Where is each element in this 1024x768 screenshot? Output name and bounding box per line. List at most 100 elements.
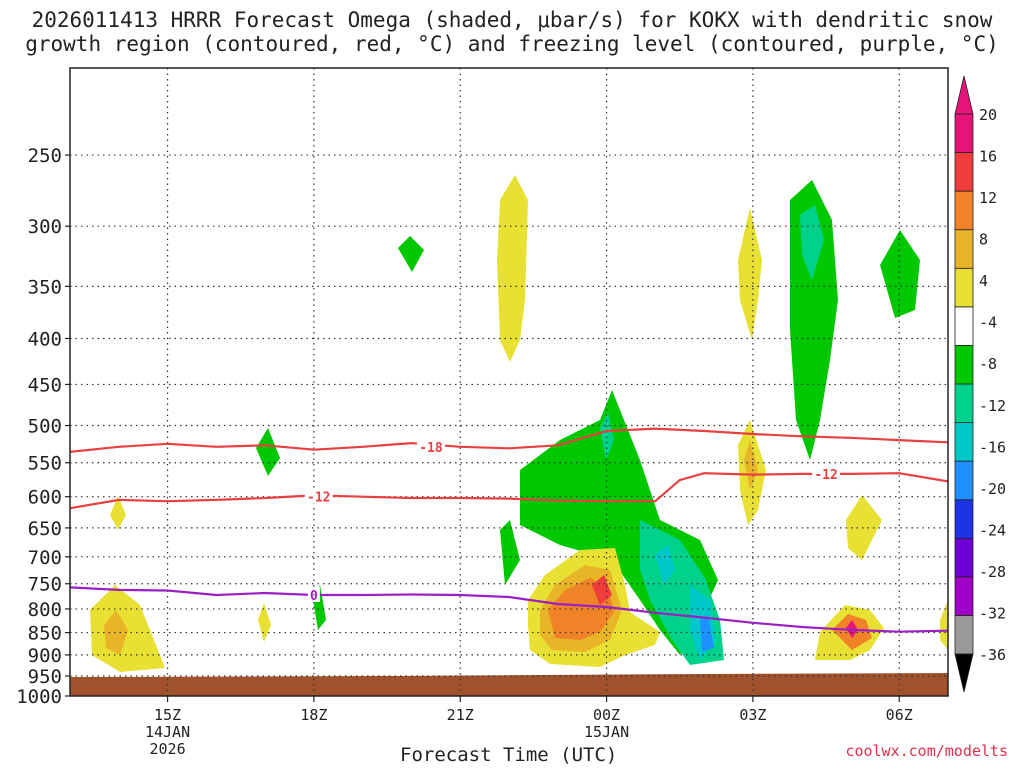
x-tick-label: 18Z bbox=[300, 706, 327, 724]
descent-mid-strip bbox=[738, 208, 762, 340]
omega-upper-b-core bbox=[398, 236, 424, 272]
omega-lower-darkblue bbox=[700, 615, 714, 652]
x-tick-label: 21Z bbox=[447, 706, 474, 724]
colorbar-label: -20 bbox=[979, 480, 1006, 498]
y-tick-label: 550 bbox=[28, 453, 62, 475]
omega-lower-cyan-a bbox=[600, 412, 614, 460]
isotherm-label-bg bbox=[304, 488, 333, 504]
surface-ground bbox=[70, 673, 948, 696]
y-tick-label: 500 bbox=[28, 416, 62, 438]
colorbar-label: 8 bbox=[979, 231, 988, 249]
y-tick-label: 800 bbox=[28, 599, 62, 621]
omega-right-teal2 bbox=[880, 230, 920, 318]
x-tick-label: 03Z bbox=[739, 706, 766, 724]
colorbar-label: -8 bbox=[979, 355, 997, 373]
colorbar-label: -32 bbox=[979, 604, 1006, 622]
chart-title-line2: growth region (contoured, red, °C) and f… bbox=[25, 32, 999, 56]
y-tick-label: 700 bbox=[28, 547, 62, 569]
colorbar-segment bbox=[954, 537, 974, 578]
isotherm-label: -12 bbox=[814, 468, 837, 483]
colorbar-label: -28 bbox=[979, 563, 1006, 581]
isotherm--12 bbox=[70, 472, 948, 510]
colorbar-segment bbox=[954, 152, 974, 192]
colorbar: 20 16 12 8 4 -4 -8 -12 -16 -20 -24 -28 -32 -36 bbox=[954, 75, 1006, 693]
colorbar-segment bbox=[954, 306, 974, 346]
isotherm-label-bg bbox=[307, 587, 320, 603]
colorbar-over-arrow bbox=[954, 75, 974, 115]
descent-left-yellow bbox=[90, 585, 165, 672]
colorbar-segment bbox=[954, 345, 974, 385]
colorbar-segment bbox=[954, 113, 974, 153]
y-tick-label: 350 bbox=[28, 276, 62, 298]
isotherm-label-bg bbox=[416, 438, 445, 454]
omega-far-right-small bbox=[875, 560, 920, 640]
omega-top-right-small bbox=[682, 185, 716, 270]
omega-lower-big-teal2 bbox=[500, 520, 520, 585]
colorbar-segment bbox=[954, 615, 974, 655]
y-tick-label: 950 bbox=[28, 666, 62, 688]
colorbar-segment bbox=[954, 499, 974, 539]
colorbar-segment bbox=[954, 460, 974, 501]
y-tick-label: 750 bbox=[28, 574, 62, 596]
colorbar-label: -36 bbox=[979, 646, 1006, 664]
omega-lower-blue bbox=[655, 545, 675, 585]
colorbar-segment bbox=[954, 267, 974, 308]
y-tick-label: 250 bbox=[28, 145, 62, 167]
colorbar-under-arrow bbox=[954, 653, 974, 693]
chart-title-line1: 2026011413 HRRR Forecast Omega (shaded, … bbox=[31, 8, 993, 32]
colorbar-label: -4 bbox=[979, 314, 997, 332]
colorbar-label: 16 bbox=[979, 148, 997, 166]
x-tick-label: 00Z bbox=[593, 706, 620, 724]
isotherm--18 bbox=[70, 427, 948, 453]
isotherm-0 bbox=[70, 586, 948, 633]
x-tick-date: 15JAN bbox=[584, 723, 629, 741]
x-axis-label: Forecast Time (UTC) bbox=[400, 744, 618, 766]
credit-text[interactable]: coolwx.com/modelts bbox=[845, 742, 1008, 760]
x-tick-date: 14JAN bbox=[145, 723, 190, 741]
colorbar-segment bbox=[954, 383, 974, 423]
colorbar-label: -16 bbox=[979, 438, 1006, 456]
y-tick-label: 600 bbox=[28, 487, 62, 509]
colorbar-label: -24 bbox=[979, 521, 1006, 539]
descent-right-edge bbox=[940, 600, 948, 650]
descent-left-orange bbox=[104, 610, 128, 655]
descent-small-b bbox=[258, 603, 271, 642]
colorbar-segment bbox=[954, 190, 974, 231]
x-tick-label: 06Z bbox=[886, 706, 913, 724]
colorbar-segment bbox=[954, 422, 974, 462]
omega-far-right-small2 bbox=[790, 606, 804, 622]
isotherm-label: 0 bbox=[310, 589, 318, 604]
colorbar-label: 12 bbox=[979, 189, 997, 207]
colorbar-label: -12 bbox=[979, 397, 1006, 415]
colorbar-segment bbox=[954, 576, 974, 616]
omega-right-cyan bbox=[800, 205, 824, 280]
x-tick-year: 2026 bbox=[149, 740, 185, 758]
omega-upper-a bbox=[168, 99, 225, 322]
omega-shading bbox=[90, 99, 948, 672]
isotherm-label-bg bbox=[812, 465, 841, 481]
omega-left-small bbox=[162, 570, 214, 628]
descent-small-a bbox=[110, 496, 126, 530]
surface-terrain bbox=[70, 673, 948, 696]
y-tick-label: 450 bbox=[28, 374, 62, 396]
y-tick-label: 400 bbox=[28, 328, 62, 350]
omega-mid-a-core bbox=[256, 428, 280, 476]
isotherm-lines: -18 -12 -12 0 bbox=[70, 427, 948, 633]
isotherm-label: -18 bbox=[419, 441, 443, 456]
y-tick-label: 900 bbox=[28, 645, 62, 667]
y-tick-label: 1000 bbox=[16, 686, 62, 708]
y-axis: 2503003504004505005506006507007508008509… bbox=[16, 145, 70, 708]
isotherm-label: -12 bbox=[307, 491, 330, 506]
plot-frame bbox=[69, 67, 949, 697]
y-tick-label: 850 bbox=[28, 623, 62, 645]
colorbar-label: 20 bbox=[979, 106, 997, 124]
descent-upper-strip bbox=[497, 175, 528, 362]
descent-mid-strip2-orange bbox=[744, 440, 758, 490]
y-tick-label: 300 bbox=[28, 216, 62, 238]
x-tick-label: 15Z bbox=[154, 706, 181, 724]
descent-right-small bbox=[846, 495, 882, 560]
colorbar-label: 4 bbox=[979, 272, 988, 290]
colorbar-segment bbox=[954, 229, 974, 269]
